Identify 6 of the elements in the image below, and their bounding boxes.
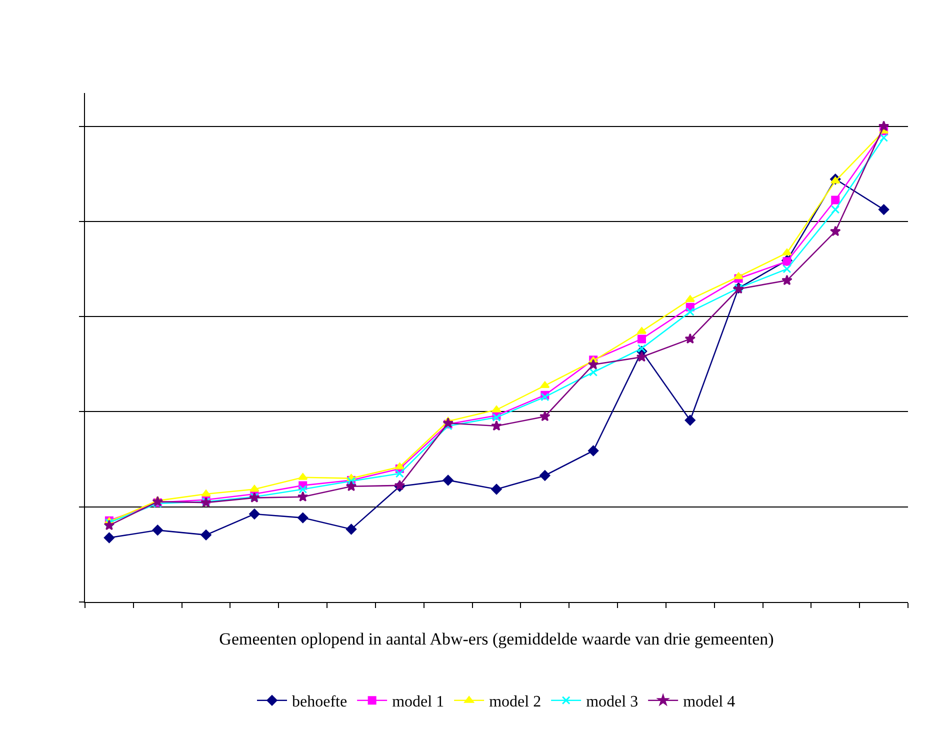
legend-label: model 1 bbox=[392, 694, 444, 711]
legend-label: model 2 bbox=[489, 694, 542, 711]
legend-label: model 3 bbox=[586, 694, 638, 711]
legend-label: behoefte bbox=[292, 694, 348, 711]
x-axis-title: Gemeenten oplopend in aantal Abw-ers (gemiddelde waarde van drie gemeenten) bbox=[219, 629, 774, 648]
legend-label: model 4 bbox=[683, 694, 736, 711]
